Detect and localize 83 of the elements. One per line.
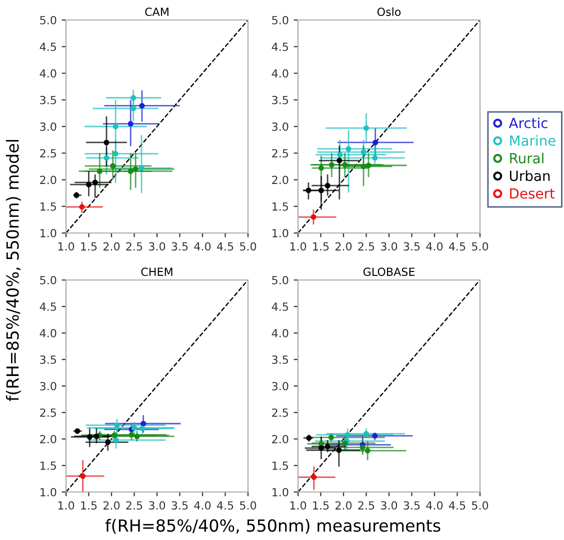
chart-title: CHEM (141, 268, 172, 276)
x-tick-label: 1.5 (313, 501, 329, 510)
x-tick-label: 1.0 (290, 501, 306, 510)
x-tick-label: 2.5 (126, 501, 142, 510)
x-axis-title: f(RH=85%/40%, 550nm) measurements (105, 518, 440, 534)
y-axis-title: f(RH=85%/40%, 550nm) model (6, 140, 21, 402)
y-tick-label: 3.0 (272, 382, 288, 390)
x-tick-label: 4.5 (216, 242, 234, 251)
y-tick-label: 5.0 (40, 16, 56, 24)
y-tick-label: 1.5 (272, 462, 288, 470)
y-tick-label: 4.5 (40, 302, 56, 311)
x-tick-label: 2.0 (103, 242, 120, 251)
y-tick-label: 4.5 (272, 42, 288, 52)
y-tick-label: 5.0 (272, 16, 288, 24)
x-tick-label: 5.0 (472, 501, 488, 510)
y-tick-label: 4.0 (40, 69, 56, 78)
y-tick-label: 2.5 (272, 149, 288, 158)
x-tick-label: 1.5 (81, 242, 97, 251)
chart-title: GLOBASE (363, 268, 415, 276)
y-tick-label: 2.5 (40, 149, 56, 158)
x-tick-label: 3.5 (172, 501, 188, 510)
x-tick-label: 2.5 (126, 242, 142, 251)
x-tick-label: 3.0 (381, 242, 398, 251)
x-tick-label: 4.0 (426, 242, 443, 251)
legend-label: Rural (510, 152, 544, 164)
y-tick-label: 5.0 (40, 276, 56, 284)
legend-label: Urban (510, 170, 550, 182)
x-tick-label: 3.5 (172, 242, 188, 251)
y-tick-label: 4.5 (40, 42, 56, 52)
y-tick-label: 4.5 (272, 302, 288, 311)
y-tick-label: 1.0 (40, 488, 56, 496)
x-tick-label: 2.0 (335, 242, 352, 251)
x-tick-label: 5.0 (240, 242, 256, 251)
legend-label: Desert (510, 188, 555, 199)
y-tick-label: 3.5 (272, 96, 288, 104)
x-tick-label: 2.0 (335, 501, 352, 510)
y-tick-label: 3.5 (40, 96, 56, 104)
y-tick-label: 5.0 (272, 276, 288, 284)
x-tick-label: 3.0 (149, 242, 166, 251)
x-tick-label: 4.5 (448, 501, 466, 510)
chart-title: Oslo (377, 7, 401, 16)
legend-label: Arctic (508, 118, 548, 128)
y-tick-label: 4.0 (272, 328, 288, 338)
y-tick-label: 1.0 (40, 228, 56, 238)
x-tick-label: 2.5 (358, 501, 374, 510)
y-tick-label: 3.5 (272, 355, 288, 364)
y-tick-label: 2.5 (272, 408, 288, 417)
x-tick-label: 2.0 (103, 501, 120, 510)
y-tick-label: 1.5 (272, 202, 288, 211)
x-tick-label: 3.5 (404, 242, 420, 251)
y-tick-label: 2.0 (40, 176, 56, 184)
y-tick-label: 1.5 (40, 462, 56, 470)
y-tick-label: 4.0 (40, 328, 56, 338)
x-tick-label: 2.5 (358, 242, 374, 251)
x-tick-label: 1.0 (58, 242, 74, 251)
y-tick-label: 2.5 (40, 408, 56, 417)
x-tick-label: 3.5 (404, 501, 420, 510)
y-tick-label: 2.0 (272, 176, 288, 184)
y-tick-label: 3.5 (40, 355, 56, 364)
y-tick-label: 2.0 (40, 434, 56, 444)
y-tick-label: 1.0 (272, 228, 288, 238)
y-tick-label: 4.0 (272, 69, 288, 78)
x-tick-label: 4.0 (194, 242, 211, 251)
y-tick-label: 2.0 (272, 434, 288, 444)
y-tick-label: 3.0 (272, 122, 288, 131)
x-tick-label: 1.5 (81, 501, 97, 510)
x-tick-label: 5.0 (472, 242, 488, 251)
x-tick-label: 4.5 (448, 242, 466, 251)
chart-title: CAM (145, 8, 168, 16)
x-tick-label: 3.0 (149, 501, 166, 510)
x-tick-label: 4.5 (216, 501, 234, 510)
y-tick-label: 3.0 (40, 122, 56, 131)
x-tick-label: 1.0 (290, 242, 306, 251)
x-tick-label: 3.0 (381, 501, 398, 510)
x-tick-label: 1.0 (58, 501, 74, 510)
x-tick-label: 4.0 (194, 501, 211, 510)
y-tick-label: 1.0 (272, 488, 288, 496)
legend-label: Marine (510, 135, 556, 146)
y-tick-label: 3.0 (40, 382, 56, 390)
y-tick-label: 1.5 (40, 202, 56, 211)
x-tick-label: 4.0 (426, 501, 443, 510)
x-tick-label: 5.0 (240, 501, 256, 510)
x-tick-label: 1.5 (313, 242, 329, 251)
